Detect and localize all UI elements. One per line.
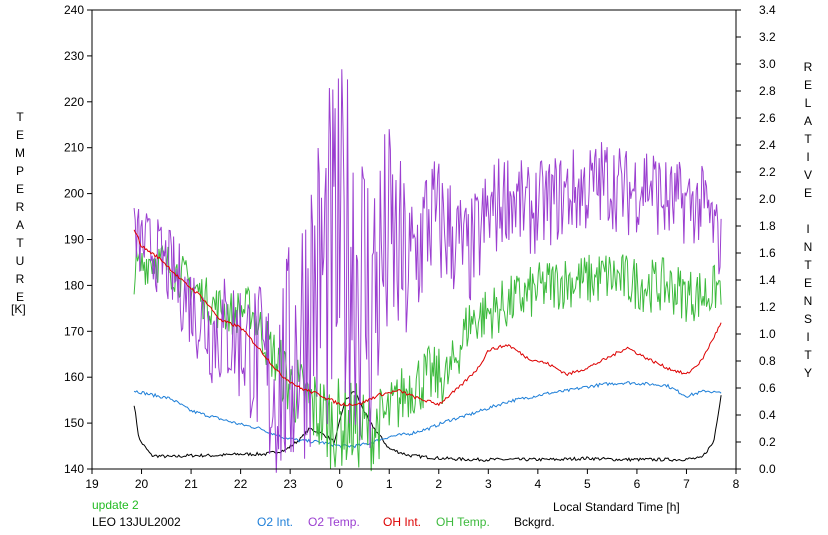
left-axis-letter: E: [15, 182, 24, 196]
left-tick-label: 180: [64, 278, 84, 292]
x-tick-label: 8: [733, 477, 740, 491]
x-tick-label: 20: [135, 477, 149, 491]
right-axis-letter: R: [803, 60, 813, 74]
x-tick-label: 1: [386, 477, 393, 491]
legend-o2-int: O2 Int.: [257, 515, 294, 529]
right-axis-letter: T: [804, 132, 812, 146]
left-tick-label: 190: [64, 233, 84, 247]
left-tick-label: 240: [64, 3, 84, 17]
right-axis-letter: A: [803, 114, 812, 128]
right-axis-letter: I: [806, 330, 810, 344]
x-tick-label: 4: [535, 477, 542, 491]
x-tick-label: 3: [485, 477, 492, 491]
right-tick-label: 2.2: [759, 165, 776, 179]
right-tick-label: 3.0: [759, 57, 776, 71]
left-axis-letter: E: [15, 290, 24, 304]
left-tick-label: 140: [64, 462, 84, 476]
update-annotation: update 2: [92, 498, 139, 512]
left-tick-label: 150: [64, 416, 84, 430]
right-tick-label: 2.0: [759, 192, 776, 206]
left-tick-label: 160: [64, 370, 84, 384]
left-axis-letter: R: [15, 200, 25, 214]
station-date-annotation: LEO 13JUL2002: [92, 515, 181, 529]
right-tick-label: 2.4: [759, 138, 776, 152]
series-oh-temp: [133, 245, 722, 472]
right-axis-letter: E: [803, 186, 812, 200]
legend-bckgrd: Bckgrd.: [514, 515, 555, 529]
right-axis-letter: S: [803, 312, 812, 326]
right-tick-label: 1.4: [759, 273, 776, 287]
right-axis-letter: T: [804, 258, 812, 272]
right-axis-letter: T: [804, 348, 812, 362]
right-tick-label: 0.8: [759, 354, 776, 368]
x-tick-label: 2: [435, 477, 442, 491]
right-tick-label: 2.6: [759, 111, 776, 125]
left-tick-label: 220: [64, 95, 84, 109]
left-axis-letter: P: [15, 164, 24, 178]
left-tick-label: 170: [64, 324, 84, 338]
plot-frame: [91, 9, 737, 470]
right-tick-label: 3.2: [759, 30, 776, 44]
x-tick-label: 7: [683, 477, 690, 491]
legend-oh-temp: OH Temp.: [436, 515, 490, 529]
x-tick-label: 5: [584, 477, 591, 491]
left-axis-letter: T: [16, 236, 24, 250]
right-tick-label: 1.2: [759, 300, 776, 314]
left-tick-label: 210: [64, 141, 84, 155]
left-axis-letter: U: [15, 254, 25, 268]
series-o2-temp: [133, 69, 722, 473]
x-tick-label: 22: [234, 477, 248, 491]
right-tick-label: 3.4: [759, 3, 776, 17]
series-oh-int: [133, 229, 722, 407]
series-bckgrd: [133, 391, 722, 462]
left-axis-letter: R: [15, 272, 25, 286]
series-layer: [133, 69, 722, 473]
right-tick-label: 0.6: [759, 381, 776, 395]
right-axis-letter: I: [806, 222, 810, 236]
left-axis-letter: M: [15, 146, 25, 160]
left-axis-unit: [K]: [11, 302, 26, 316]
right-axis-letter: E: [803, 276, 812, 290]
right-tick-label: 1.0: [759, 327, 776, 341]
right-axis-letter: V: [803, 168, 812, 182]
right-axis-letter: N: [803, 294, 813, 308]
left-axis-letter: T: [16, 110, 24, 124]
x-tick-label: 0: [336, 477, 343, 491]
axes: 19 20 21 22 23 0 1 2 3 4 5 6 7 8140150160170180190200…: [64, 3, 776, 491]
right-tick-label: 1.8: [759, 219, 776, 233]
right-axis-letter: E: [803, 78, 812, 92]
left-tick-label: 200: [64, 187, 84, 201]
x-axis-title: Local Standard Time [h]: [553, 500, 680, 514]
right-tick-label: 0.4: [759, 408, 776, 422]
legend-oh-int: OH Int.: [383, 515, 422, 529]
right-axis-letter: I: [806, 150, 810, 164]
x-tick-label: 21: [184, 477, 198, 491]
right-axis-letter: [798, 202, 818, 220]
right-tick-label: 0.2: [759, 435, 776, 449]
right-tick-label: 1.6: [759, 246, 776, 260]
legend-o2-temp: O2 Temp.: [308, 515, 360, 529]
left-tick-label: 230: [64, 49, 84, 63]
right-tick-label: 0.0: [759, 462, 776, 476]
x-tick-label: 6: [634, 477, 641, 491]
left-axis-letter: E: [15, 128, 24, 142]
right-axis-letter: L: [804, 96, 812, 110]
series-o2-int: [133, 381, 722, 449]
x-tick-label: 19: [85, 477, 99, 491]
x-tick-label: 23: [283, 477, 297, 491]
right-axis-letter: Y: [803, 366, 812, 380]
right-axis-letter: N: [803, 240, 813, 254]
left-axis-letter: A: [15, 218, 24, 232]
right-tick-label: 2.8: [759, 84, 776, 98]
